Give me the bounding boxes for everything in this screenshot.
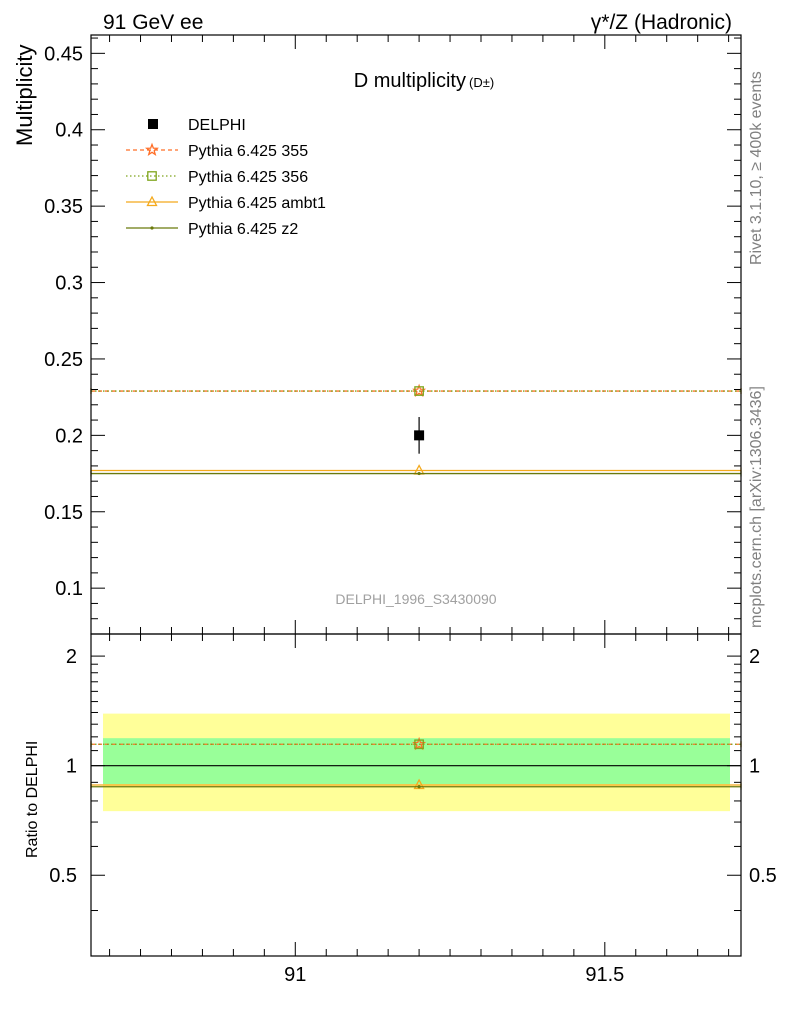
y-tick-label: 0.1 bbox=[55, 578, 83, 600]
legend-label: Pythia 6.425 355 bbox=[188, 143, 308, 160]
main-axes: 0.1 0.15 0.2 0.25 0.3 0.35 0.4 0.45 bbox=[44, 35, 741, 635]
legend-item-delphi: DELPHI bbox=[148, 117, 246, 134]
y-tick-label: 0.4 bbox=[55, 120, 83, 142]
ratio-plot-content bbox=[90, 713, 742, 812]
ratio-y-tick-label: 2 bbox=[66, 646, 77, 668]
main-panel: 0.1 0.15 0.2 0.25 0.3 0.35 0.4 0.45 Multiplicit… bbox=[12, 34, 742, 635]
legend-label: DELPHI bbox=[188, 117, 246, 134]
ratio-panel: 0.5 0.5 1 1 2 2 91 91.5 Ratio to DELPHI bbox=[24, 633, 777, 986]
ratio-y-tick-label: 1 bbox=[66, 756, 77, 778]
legend-item-pythia-6-425-356: Pythia 6.425 356 bbox=[126, 169, 308, 186]
analysis-watermark: DELPHI_1996_S3430090 bbox=[335, 591, 496, 607]
ratio-axes: 0.5 0.5 1 1 2 2 91 91.5 bbox=[49, 634, 777, 986]
y-tick-label: 0.35 bbox=[44, 196, 83, 218]
data-point-delphi bbox=[414, 430, 425, 441]
legend-marker bbox=[147, 171, 157, 181]
series-marker-pythia-6-425-356 bbox=[414, 386, 424, 396]
legend-label: Pythia 6.425 356 bbox=[188, 169, 308, 186]
ratio-y-tick-label-right: 0.5 bbox=[749, 865, 777, 887]
header-left: 91 GeV ee bbox=[103, 11, 203, 34]
ratio-y-tick-label-right: 1 bbox=[749, 756, 760, 778]
y-tick-label: 0.2 bbox=[55, 425, 83, 447]
side-text-upper: Rivet 3.1.10, ≥ 400k events bbox=[748, 71, 765, 265]
series-marker-pythia-6-425-z2 bbox=[417, 785, 421, 789]
y-tick-label: 0.45 bbox=[44, 43, 83, 65]
side-text-lower: mcplots.cern.ch [arXiv:1306.3436] bbox=[748, 386, 765, 628]
legend-marker bbox=[144, 142, 160, 156]
x-tick-label: 91 bbox=[284, 964, 306, 986]
y-tick-label: 0.25 bbox=[44, 349, 83, 371]
ratio-y-tick-label: 0.5 bbox=[49, 865, 77, 887]
series-marker-pythia-6-425-356 bbox=[414, 739, 424, 750]
legend-label: Pythia 6.425 ambt1 bbox=[188, 195, 326, 212]
legend-item-pythia-6-425-z2: Pythia 6.425 z2 bbox=[126, 221, 298, 238]
main-ylabel: Multiplicity bbox=[12, 45, 37, 146]
main-title-text: D multiplicity bbox=[354, 70, 466, 92]
header-right: γ*/Z (Hadronic) bbox=[591, 11, 732, 34]
legend-marker bbox=[148, 119, 158, 129]
legend-marker bbox=[146, 195, 158, 207]
ratio-frame bbox=[90, 633, 742, 957]
series-marker-pythia-6-425-z2 bbox=[417, 471, 421, 476]
legend-item-pythia-6-425-ambt1: Pythia 6.425 ambt1 bbox=[126, 195, 326, 212]
ratio-y-tick-label-right: 2 bbox=[749, 646, 760, 668]
main-title-sub: (D±) bbox=[469, 75, 494, 90]
legend: DELPHI Pythia 6.425 355 Pythia 6.425 356 Py… bbox=[126, 117, 326, 238]
main-title: D multiplicity (D±) bbox=[354, 70, 494, 92]
main-plot-content bbox=[90, 383, 742, 477]
ratio-ylabel: Ratio to DELPHI bbox=[24, 741, 41, 858]
legend-label: Pythia 6.425 z2 bbox=[188, 221, 298, 238]
y-tick-label: 0.3 bbox=[55, 273, 83, 295]
legend-marker bbox=[150, 226, 154, 230]
series-marker-pythia-6-425-ambt1 bbox=[413, 778, 425, 790]
legend-item-pythia-6-425-355: Pythia 6.425 355 bbox=[126, 142, 308, 160]
x-tick-label: 91.5 bbox=[585, 964, 624, 986]
y-tick-label: 0.15 bbox=[44, 502, 83, 524]
